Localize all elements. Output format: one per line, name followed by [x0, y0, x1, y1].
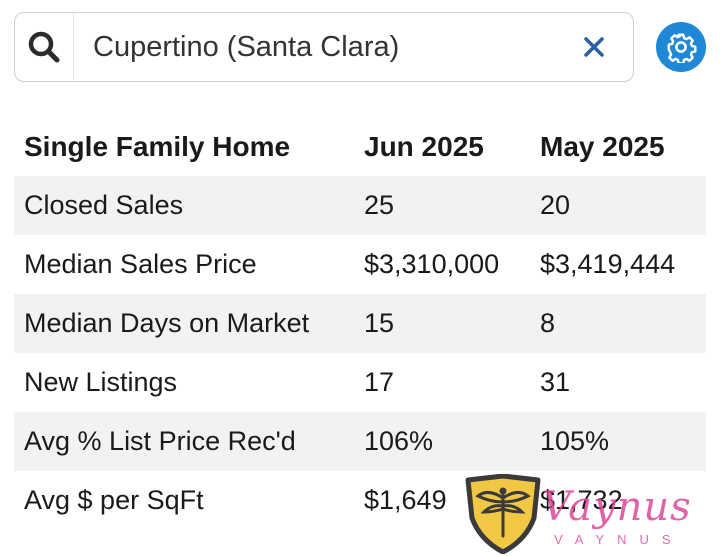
may-value: 105%: [530, 412, 706, 471]
row-label: Median Sales Price: [24, 249, 257, 279]
vaynus-logo: Vaynus VAYNUS: [462, 474, 722, 556]
table-row: New Listings 17 31: [14, 353, 706, 412]
table-row: Avg $ per SqFt $1,649 $1,732: [14, 471, 706, 530]
gear-icon: [667, 33, 697, 63]
row-label: Avg $ per SqFt: [24, 485, 204, 515]
logo-script-text: Vaynus: [542, 484, 692, 530]
table-header-row: Single Family Home Jun 2025 May 2025: [14, 117, 706, 176]
jun-value: $1,649: [364, 485, 447, 515]
logo-wordmark: VAYNUS: [554, 532, 684, 547]
row-label: New Listings: [24, 367, 178, 397]
may-value: $1,732: [540, 485, 623, 515]
jun-value: $3,310,000: [364, 249, 500, 279]
table-row: Avg % List Price Rec'd 106% 105%: [14, 412, 706, 471]
search-input[interactable]: [93, 29, 563, 65]
search-bar: [14, 12, 634, 82]
table-row: Median Days on Market 15 8: [14, 294, 706, 353]
may-value: 31: [540, 367, 571, 397]
column-header-metric: Single Family Home: [24, 130, 291, 162]
settings-button[interactable]: [656, 22, 706, 72]
column-header-jun-2025: Jun 2025: [364, 130, 484, 162]
shield-icon: [465, 474, 541, 554]
search-button[interactable]: [15, 13, 74, 80]
close-icon: [584, 37, 604, 57]
clear-search-button[interactable]: [577, 30, 611, 64]
jun-value: 106%: [354, 412, 530, 471]
may-value: $3,419,444: [540, 249, 676, 279]
market-stats-table: Single Family Home Jun 2025 May 2025 Clo…: [14, 117, 706, 530]
table-row: Closed Sales 25 20: [14, 176, 706, 235]
row-label: Median Days on Market: [14, 294, 354, 353]
may-value: 20: [530, 176, 706, 235]
table-row: Median Sales Price $3,310,000 $3,419,444: [14, 235, 706, 294]
row-label: Closed Sales: [14, 176, 354, 235]
jun-value: 15: [354, 294, 530, 353]
search-icon: [28, 31, 60, 62]
column-header-may-2025: May 2025: [540, 130, 665, 162]
jun-value: 25: [354, 176, 530, 235]
jun-value: 17: [364, 367, 395, 397]
may-value: 8: [530, 294, 706, 353]
row-label: Avg % List Price Rec'd: [14, 412, 354, 471]
